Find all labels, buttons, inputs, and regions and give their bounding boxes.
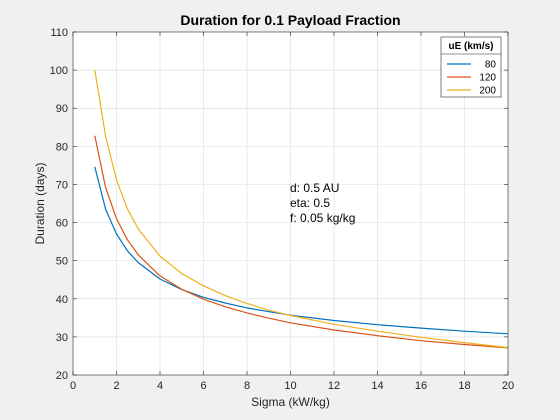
y-tick-label: 80	[56, 141, 68, 153]
x-tick-label: 16	[415, 380, 427, 392]
annotation-fraction: f: 0.05 kg/kg	[290, 211, 355, 225]
y-tick-label: 50	[56, 256, 68, 268]
series-line-80	[94, 166, 509, 335]
series-line-200	[94, 70, 509, 349]
legend-label-200: 200	[479, 86, 496, 97]
x-tick-label: 4	[157, 380, 163, 392]
x-tick-label: 8	[244, 380, 250, 392]
legend-label-80: 80	[485, 60, 497, 71]
x-tick-label: 0	[70, 380, 76, 392]
ticks: 0 2 4 6 8 10 12 14 16 18 20 20 30 40 50 60 70 80 90 100 110	[50, 27, 514, 392]
y-tick-label: 60	[56, 218, 68, 230]
y-tick-label: 20	[56, 370, 68, 382]
x-tick-label: 2	[113, 380, 119, 392]
x-tick-label: 18	[458, 380, 470, 392]
x-axis-label: Sigma (kW/kg)	[251, 395, 330, 409]
y-tick-label: 110	[50, 27, 68, 39]
legend-label-120: 120	[479, 73, 496, 84]
y-tick-label: 30	[56, 332, 68, 344]
annotation-eta: eta: 0.5	[290, 196, 330, 210]
chart-title: Duration for 0.1 Payload Fraction	[180, 12, 400, 28]
y-tick-label: 70	[56, 179, 68, 191]
x-tick-label: 10	[284, 380, 296, 392]
legend: uE (km/s) 80 120 200	[440, 36, 502, 98]
x-tick-label: 14	[371, 380, 383, 392]
y-tick-label: 90	[56, 103, 68, 115]
x-tick-label: 6	[200, 380, 206, 392]
y-tick-label: 100	[50, 65, 68, 77]
annotation-distance: d: 0.5 AU	[290, 181, 339, 195]
legend-items: 80 120 200	[447, 60, 496, 97]
x-tick-label: 20	[502, 380, 514, 392]
x-tick-label: 12	[328, 380, 340, 392]
y-axis-label: Duration (days)	[33, 162, 47, 244]
series-layer	[94, 70, 509, 349]
y-tick-label: 40	[56, 294, 68, 306]
series-line-120	[94, 135, 509, 349]
legend-box	[440, 36, 502, 98]
annotation-block: d: 0.5 AU eta: 0.5 f: 0.05 kg/kg	[290, 181, 355, 225]
legend-title: uE (km/s)	[448, 41, 493, 52]
